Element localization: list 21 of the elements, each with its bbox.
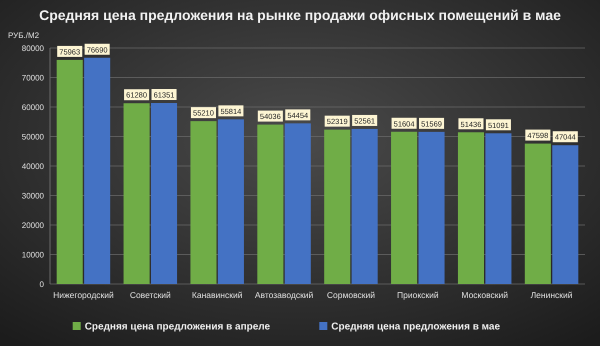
- y-tick-label: 50000: [22, 132, 45, 142]
- y-axis-title: РУБ./М2: [8, 31, 40, 40]
- x-tick-label: Автозаводский: [254, 290, 314, 300]
- legend-label: Средняя цена предложения в апреле: [84, 322, 271, 332]
- y-tick-label: 20000: [22, 221, 45, 230]
- y-tick-label: 70000: [22, 74, 45, 82]
- y-tick-label: 0: [40, 280, 45, 289]
- x-tick-label: Канавинский: [192, 290, 243, 300]
- y-tick-label: 40000: [22, 162, 45, 171]
- x-tick-label: Московский: [461, 290, 508, 300]
- x-tick-label: Сормовский: [326, 290, 376, 300]
- x-tick-label: Советский: [130, 290, 172, 300]
- chart-title: Средняя цена предложения на рынке продажи офисных помещений в мае: [39, 7, 562, 23]
- y-tick-label: 10000: [22, 250, 45, 260]
- y-tick-label: 80000: [22, 44, 45, 53]
- y-tick-label: 60000: [22, 103, 45, 112]
- x-tick-label: Приокский: [397, 290, 439, 300]
- y-tick-label: 30000: [22, 192, 45, 200]
- x-tick-label: Ленинский: [530, 290, 573, 300]
- x-tick-label: Нижегородский: [53, 290, 114, 300]
- legend-label: Средняя цена предложения в мае: [331, 322, 500, 332]
